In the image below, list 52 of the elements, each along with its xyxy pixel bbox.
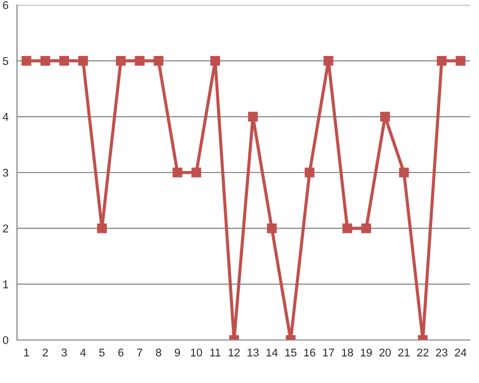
point — [134, 56, 145, 66]
point — [324, 56, 334, 66]
point — [436, 56, 447, 66]
point — [361, 223, 372, 234]
point — [456, 56, 466, 66]
point — [22, 56, 32, 66]
point — [304, 168, 314, 178]
y-tick-label: 0 — [2, 336, 8, 344]
x-tick-label: 11 — [210, 348, 220, 356]
x-tick-label: 4 — [80, 348, 86, 356]
x-tick-label: 5 — [99, 348, 105, 356]
y-tick-label: 2 — [3, 224, 8, 232]
x-tick-label: 17 — [323, 348, 334, 356]
point — [380, 112, 390, 122]
x-tick-label: 2 — [42, 348, 48, 356]
y-tick-label: 4 — [2, 113, 8, 121]
x-tick-label: 7 — [137, 348, 142, 356]
point — [399, 168, 409, 178]
x-tick-label: 12 — [228, 348, 240, 356]
y-tick-label: 3 — [2, 168, 8, 177]
x-tick-label: 3 — [62, 348, 67, 356]
x-tick-label: 16 — [304, 348, 316, 356]
point — [78, 56, 88, 66]
x-tick-label: 23 — [436, 348, 448, 356]
x-tick-label: 8 — [156, 348, 162, 356]
point — [154, 56, 164, 66]
x-tick-label: 9 — [174, 348, 180, 356]
x-tick-label: 24 — [454, 348, 466, 356]
x-tick-label: 21 — [398, 348, 410, 356]
point — [116, 56, 126, 66]
x-tick-label: 1 — [24, 348, 29, 356]
y-tick-label: 5 — [2, 57, 8, 65]
point — [40, 56, 50, 66]
point — [248, 112, 258, 122]
x-tick-label: 13 — [248, 348, 259, 356]
point — [210, 56, 220, 66]
point — [266, 223, 277, 234]
x-tick-label: 22 — [417, 348, 428, 356]
x-tick-label: 6 — [118, 348, 124, 356]
point — [59, 56, 70, 66]
x-tick-label: 14 — [266, 348, 278, 356]
point — [342, 223, 352, 234]
x-tick-label: 19 — [360, 348, 372, 356]
x-tick-label: 20 — [379, 348, 391, 356]
x-tick-label: 15 — [285, 348, 296, 356]
point — [172, 168, 182, 178]
x-tick-label: 18 — [342, 348, 354, 356]
point — [97, 223, 107, 234]
point — [191, 168, 202, 178]
y-tick-label: 6 — [3, 1, 8, 10]
x-tick-label: 10 — [190, 348, 202, 356]
y-tick-label: 1 — [3, 280, 8, 288]
